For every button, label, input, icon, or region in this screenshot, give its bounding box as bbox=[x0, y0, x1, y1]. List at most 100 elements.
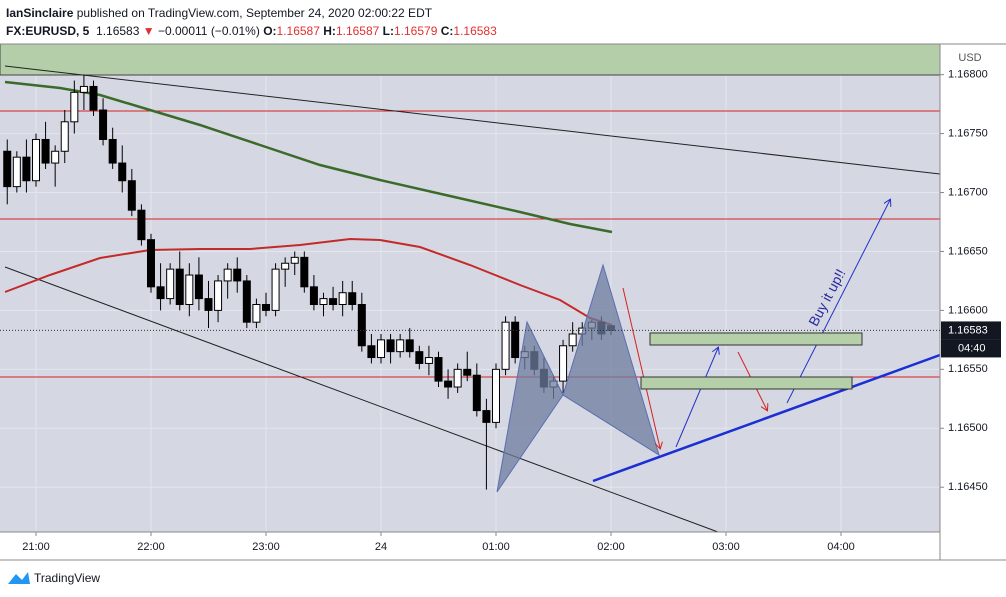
candle-body bbox=[444, 380, 453, 388]
candle-body bbox=[559, 345, 568, 382]
candle-body bbox=[568, 333, 577, 347]
candle-body bbox=[415, 351, 424, 364]
x-tick-label: 21:00 bbox=[22, 541, 50, 553]
last-price: 1.16583 bbox=[96, 24, 140, 38]
change: −0.00011 (−0.01%) bbox=[157, 24, 260, 38]
x-tick-label: 22:00 bbox=[137, 541, 165, 553]
candle-body bbox=[242, 280, 251, 323]
high-label: H: bbox=[323, 24, 336, 38]
candle-body bbox=[329, 298, 338, 306]
candle-body bbox=[261, 304, 270, 311]
candle-body bbox=[348, 292, 357, 306]
candle-body bbox=[281, 262, 290, 270]
zone bbox=[649, 332, 863, 346]
candle-body bbox=[60, 121, 69, 152]
arrow bbox=[675, 348, 718, 448]
candle-body bbox=[252, 304, 261, 323]
candle-body bbox=[424, 357, 433, 364]
candles bbox=[3, 74, 615, 490]
candle-body bbox=[501, 321, 510, 370]
x-tick-label: 01:00 bbox=[482, 541, 510, 553]
brand-logo bbox=[8, 572, 30, 584]
logo-icon bbox=[8, 572, 30, 584]
y-tick-label: 1.16750 bbox=[948, 127, 988, 139]
candle-body bbox=[166, 268, 175, 300]
candle-body bbox=[290, 256, 299, 264]
trendline bbox=[4, 266, 719, 533]
candle-body bbox=[204, 298, 213, 311]
candle-body bbox=[137, 209, 146, 241]
candle-body bbox=[108, 138, 117, 164]
plot-background bbox=[0, 44, 940, 532]
candle-body bbox=[89, 85, 98, 111]
candle-body bbox=[319, 298, 328, 306]
currency: USD bbox=[958, 52, 981, 64]
candle-body bbox=[338, 292, 347, 306]
candle-body bbox=[185, 274, 194, 306]
author: IanSinclaire bbox=[6, 6, 74, 20]
pattern-triangle bbox=[496, 320, 564, 493]
candle-body bbox=[99, 109, 108, 140]
candle-body bbox=[223, 268, 232, 282]
arrow bbox=[786, 200, 890, 404]
open-label: O: bbox=[263, 24, 277, 38]
y-tick-label: 1.16450 bbox=[948, 481, 988, 493]
candle-body bbox=[482, 410, 491, 423]
candle-body bbox=[453, 368, 462, 388]
y-tick-label: 1.16700 bbox=[948, 186, 988, 198]
candle-body bbox=[31, 138, 40, 182]
candle-body bbox=[146, 239, 155, 288]
candle-body bbox=[405, 339, 414, 353]
candle-body bbox=[434, 357, 443, 382]
countdown: 04:40 bbox=[958, 342, 986, 354]
x-tick-label: 23:00 bbox=[252, 541, 280, 553]
brand: TradingView bbox=[34, 571, 100, 585]
zone-top bbox=[0, 43, 941, 76]
candle-body bbox=[300, 256, 309, 288]
open-value: 1.16587 bbox=[276, 24, 320, 38]
candle-body bbox=[41, 138, 50, 164]
candle-body bbox=[472, 374, 481, 412]
subtitle: published on TradingView.com, September … bbox=[76, 6, 433, 20]
candle-body bbox=[309, 286, 318, 306]
candle-body bbox=[271, 268, 280, 311]
low-value: 1.16579 bbox=[394, 24, 438, 38]
candle-body bbox=[194, 274, 203, 300]
candle-body bbox=[22, 156, 31, 182]
low-label: L: bbox=[382, 24, 394, 38]
candle-body bbox=[70, 91, 79, 123]
y-tick-label: 1.16600 bbox=[948, 304, 988, 316]
x-tick-label: 02:00 bbox=[597, 541, 625, 553]
header: IanSinclaire published on TradingView.co… bbox=[6, 4, 497, 40]
y-tick-label: 1.16800 bbox=[948, 69, 988, 81]
support-line bbox=[592, 353, 941, 483]
zone bbox=[640, 376, 853, 390]
high-value: 1.16587 bbox=[335, 24, 380, 38]
change-arrow: ▼ bbox=[142, 24, 155, 38]
close-label: C: bbox=[440, 24, 454, 38]
pattern-triangle bbox=[562, 263, 660, 457]
header-line-2: FX:EURUSD, 5 1.16583 ▼ −0.00011 (−0.01%)… bbox=[6, 22, 497, 40]
candle-body bbox=[463, 368, 472, 376]
last-price-box bbox=[941, 321, 1001, 340]
moving-average bbox=[4, 237, 613, 326]
candle-body bbox=[376, 339, 385, 359]
countdown-box bbox=[941, 339, 1001, 358]
candle-body bbox=[491, 368, 500, 423]
arrow bbox=[622, 287, 660, 448]
candle-body bbox=[175, 268, 184, 306]
candle-body bbox=[511, 321, 520, 359]
candle-body bbox=[51, 150, 60, 164]
close-value: 1.16583 bbox=[453, 24, 497, 38]
symbol: FX:EURUSD, 5 bbox=[6, 24, 90, 38]
last-price-label: 1.16583 bbox=[948, 324, 988, 336]
y-tick-label: 1.16500 bbox=[948, 422, 988, 434]
candle-body bbox=[357, 304, 366, 347]
x-tick-label: 24 bbox=[375, 541, 387, 553]
candle-body bbox=[3, 150, 12, 188]
candle-body bbox=[214, 280, 223, 311]
x-tick-label: 04:00 bbox=[827, 541, 855, 553]
candle-body bbox=[156, 286, 165, 300]
